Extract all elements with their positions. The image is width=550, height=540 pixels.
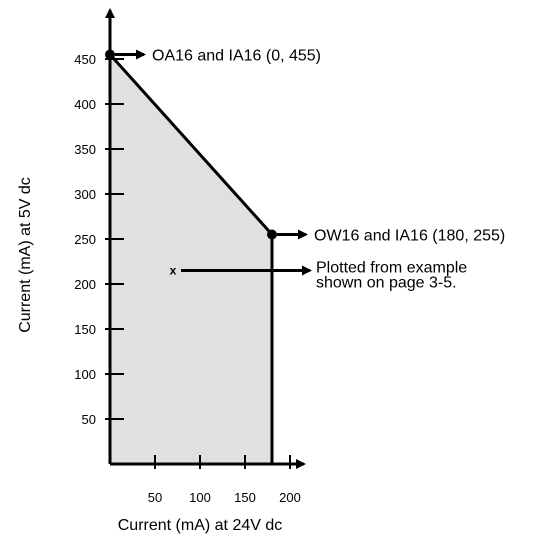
x-tick-label: 150 [234, 490, 256, 505]
data-point-marker [267, 229, 277, 240]
x-axis: 50 100 150 200 [110, 455, 306, 505]
data-point-marker [105, 49, 115, 60]
y-axis: 50 100 150 200 250 300 350 400 450 [74, 8, 124, 464]
x-axis-title: Current (mA) at 24V dc [118, 517, 283, 534]
y-tick-label: 400 [74, 97, 96, 112]
y-tick-label: 250 [74, 232, 96, 247]
data-points: OA16 and IA16 (0, 455) OW16 and IA16 (180… [105, 48, 505, 292]
x-tick-label: 200 [279, 490, 301, 505]
plotted-example-marker: x [170, 264, 177, 278]
x-tick-label: 50 [148, 490, 162, 505]
y-tick-label: 300 [74, 187, 96, 202]
operating-region [110, 54, 272, 464]
plotted-example-label: Plotted from example [316, 260, 467, 277]
y-tick-label: 150 [74, 322, 96, 337]
data-point-label: OA16 and IA16 (0, 455) [152, 48, 321, 65]
y-tick-label: 350 [74, 142, 96, 157]
x-tick-label: 100 [189, 490, 211, 505]
plotted-example-label: shown on page 3-5. [316, 275, 457, 292]
y-tick-label: 450 [74, 52, 96, 67]
operating-limit-line [108, 53, 274, 236]
y-tick-label: 100 [74, 367, 96, 382]
y-tick-label: 50 [82, 412, 96, 427]
y-axis-title: Current (mA) at 5V dc [17, 177, 34, 333]
y-tick-label: 200 [74, 277, 96, 292]
data-point-label: OW16 and IA16 (180, 255) [314, 228, 505, 245]
